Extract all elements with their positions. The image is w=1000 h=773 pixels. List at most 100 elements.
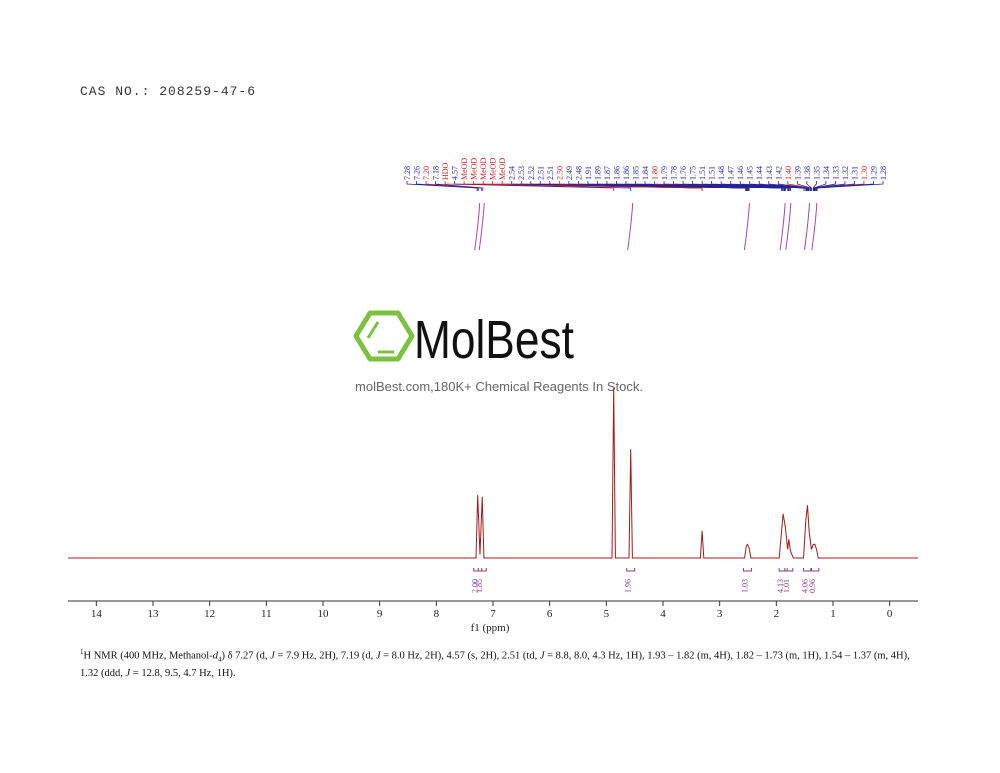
caption-part: = 8.8, 8.0, 4.3 Hz, 1H), 1.93 – 1.82 (m,… (80, 650, 910, 679)
caption-part: = 12.8, 9.5, 4.7 Hz, 1H). (130, 667, 236, 679)
logo-icon (353, 310, 415, 362)
peak-label: 1.86 (622, 166, 631, 180)
x-tick-label: 13 (148, 608, 160, 620)
peak-label: 1.42 (774, 166, 783, 180)
peak-label: 1.30 (860, 166, 869, 180)
peak-connector (787, 181, 811, 191)
peak-label: 1.76 (679, 166, 688, 180)
peak-connector (577, 181, 750, 191)
peak-label: 1.87 (603, 166, 612, 180)
logo-name: MolBest (414, 310, 574, 370)
peak-label: 1.84 (641, 166, 650, 180)
peak-connector (416, 181, 479, 191)
peak-connector (816, 181, 884, 191)
peak-label: MeOD (470, 158, 479, 180)
peak-label: 7.26 (413, 166, 422, 180)
integral-curve (627, 202, 634, 251)
peak-label: MeOD (498, 158, 507, 180)
integral-curve (743, 202, 750, 251)
x-tick-label: 10 (318, 608, 330, 620)
caption-part: J (125, 667, 131, 679)
x-tick-label: 6 (547, 608, 553, 620)
integral-bracket (784, 568, 794, 572)
x-tick-label: 2 (774, 608, 780, 620)
integral-bracket (810, 568, 820, 572)
peak-label: 1.28 (879, 166, 888, 180)
peak-label: 1.86 (612, 166, 621, 180)
peak-label: 1.43 (765, 166, 774, 180)
caption-part: J (270, 650, 275, 662)
integral-bracket (477, 568, 487, 572)
caption-part: = 7.9 Hz, 2H), 7.19 (d, (274, 650, 376, 662)
peak-label: 2.52 (527, 166, 536, 180)
peak-label: 2.49 (565, 166, 574, 180)
peak-label: 1.80 (651, 166, 660, 180)
peak-label: 2.51 (546, 166, 555, 180)
caption-part: d (212, 650, 218, 662)
peak-connector (815, 181, 855, 191)
peak-label: MeOD (460, 158, 469, 180)
integral-label: 4.13 (776, 579, 785, 593)
integral-label: 1.96 (624, 579, 633, 593)
integral-curve (804, 202, 810, 251)
peak-label: 7.18 (432, 166, 441, 180)
peak-label: 2.53 (517, 166, 526, 180)
peak-connector (501, 181, 703, 191)
x-tick-label: 3 (717, 608, 723, 620)
x-tick-label: 4 (660, 608, 666, 620)
x-tick-label: 14 (91, 608, 103, 620)
integral-bracket (742, 568, 752, 572)
caption-part: ) δ 7.27 (d, (221, 650, 271, 662)
peak-connector (692, 181, 791, 191)
peak-connector (425, 181, 483, 191)
integral-label: 1.03 (740, 579, 749, 593)
peak-connector (813, 181, 827, 191)
caption-part: J (539, 650, 545, 662)
peak-connector (749, 181, 808, 191)
peak-connector (454, 181, 632, 191)
peak-label: 7.20 (422, 166, 431, 180)
x-tick-label: 7 (490, 608, 496, 620)
integral-label: 4.06 (801, 579, 810, 593)
peak-label: 1.85 (631, 166, 640, 180)
integral-bracket (803, 568, 812, 572)
integral-bracket (626, 568, 636, 572)
peak-label: 2.54 (508, 166, 517, 180)
x-axis-label: f1 (ppm) (471, 622, 510, 634)
peak-label: 1.40 (784, 166, 793, 180)
peak-label: 2.50 (555, 166, 564, 180)
x-tick-label: 1 (830, 608, 836, 620)
peak-connector (768, 181, 810, 191)
integral-label: 1.01 (782, 579, 791, 593)
peak-label: 1.33 (831, 166, 840, 180)
peak-label: 1.91 (584, 166, 593, 180)
caption-part: J (375, 650, 381, 662)
integral-label: 0.96 (808, 579, 817, 593)
peak-label: 1.44 (755, 166, 764, 180)
peak-label: HDO (441, 162, 450, 180)
peak-label: 1.38 (803, 166, 812, 180)
peak-label: 7.28 (403, 166, 412, 180)
peak-connector (813, 181, 836, 191)
integral-bracket (778, 568, 788, 572)
cas-number: CAS NO.: 208259-47-6 (80, 84, 257, 99)
integral-curve (474, 202, 481, 251)
peak-label: 1.46 (736, 166, 745, 180)
logo-tagline: molBest.com,180K+ Chemical Reagents In S… (355, 379, 643, 394)
peak-label: 2.48 (574, 166, 583, 180)
caption-part: 4 (217, 655, 222, 664)
peak-connector (814, 181, 846, 191)
peak-connector (758, 181, 809, 191)
caption: 1H NMR (400 MHz, Methanol-d4) δ 7.27 (d,… (80, 645, 920, 681)
peak-label: MeOD (489, 158, 498, 180)
x-tick-label: 12 (204, 608, 215, 620)
peak-label: 1.47 (727, 166, 736, 180)
peak-label: 1.31 (850, 166, 859, 180)
peak-label: 1.29 (869, 166, 878, 180)
peak-label: 1.45 (746, 166, 755, 180)
peak-label: 1.39 (793, 166, 802, 180)
peak-label: 1.34 (822, 166, 831, 180)
integral-label: 2.00 (471, 579, 480, 593)
peak-label: 1.51 (708, 166, 717, 180)
